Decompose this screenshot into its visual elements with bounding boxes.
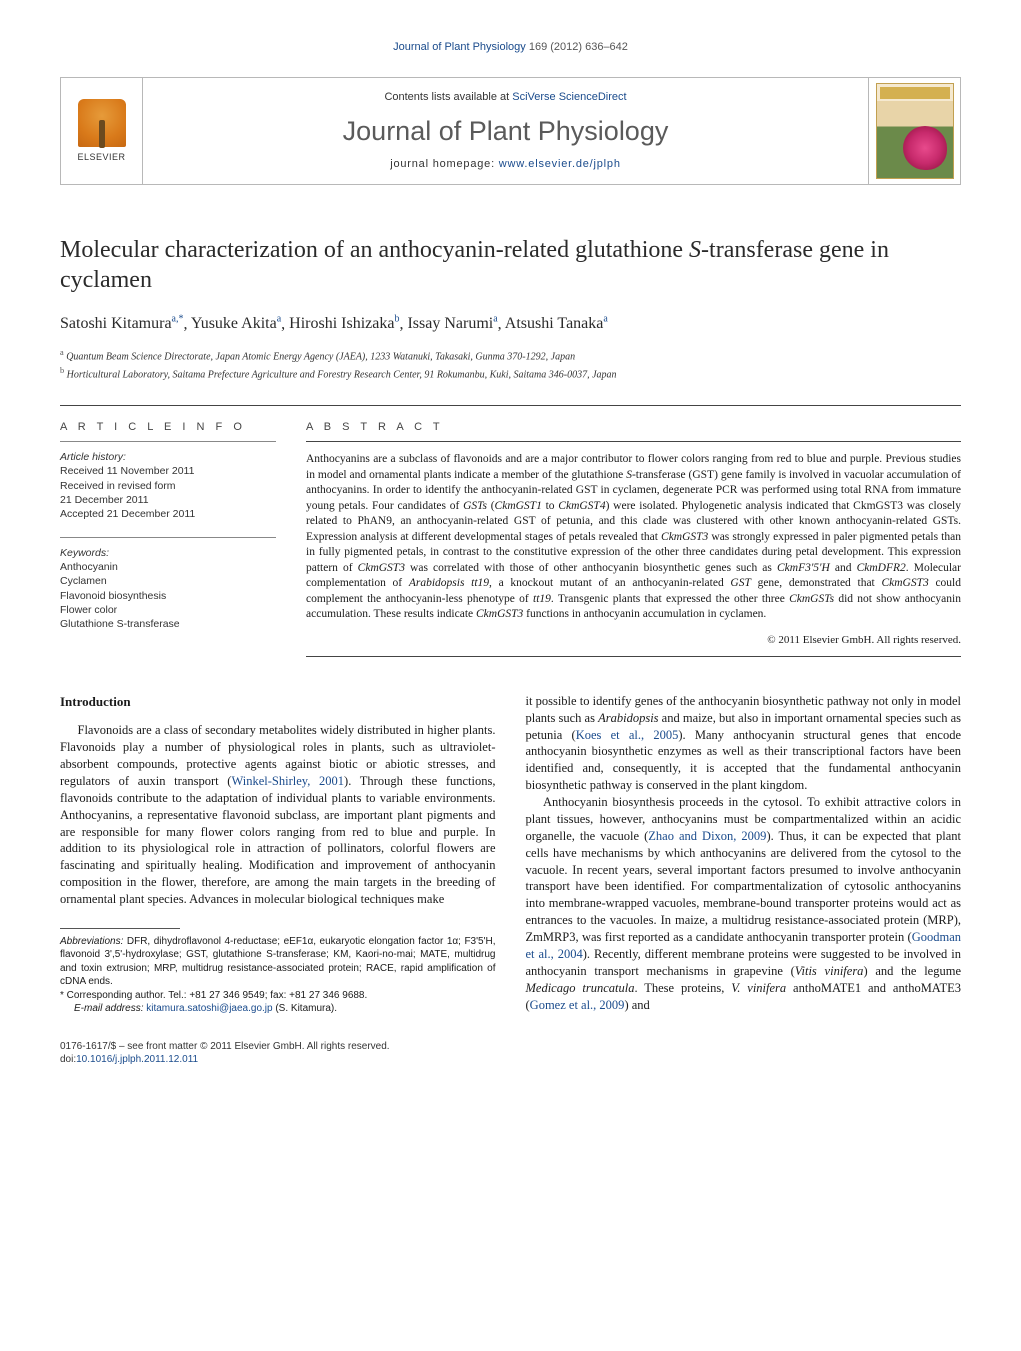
- corresponding-author-footnote: * Corresponding author. Tel.: +81 27 346…: [60, 989, 496, 1003]
- article-history-block: Article history: Received 11 November 20…: [60, 450, 276, 521]
- page-footer: 0176-1617/$ – see front matter © 2011 El…: [60, 1040, 961, 1067]
- sciencedirect-link[interactable]: SciVerse ScienceDirect: [512, 91, 626, 103]
- history-line: Received 11 November 2011: [60, 465, 194, 477]
- masthead-center: Contents lists available at SciVerse Sci…: [143, 78, 868, 184]
- email-footnote: E-mail address: kitamura.satoshi@jaea.go…: [60, 1002, 496, 1016]
- contents-available-line: Contents lists available at SciVerse Sci…: [384, 90, 626, 105]
- author: Yusuke Akitaa: [191, 315, 281, 332]
- abstract-copyright: © 2011 Elsevier GmbH. All rights reserve…: [306, 633, 961, 648]
- keywords-block: Keywords: Anthocyanin Cyclamen Flavonoid b…: [60, 546, 276, 631]
- info-rule: [60, 441, 276, 442]
- abbreviations-footnote: Abbreviations: DFR, dihydroflavonol 4-re…: [60, 935, 496, 989]
- running-head: Journal of Plant Physiology 169 (2012) 6…: [60, 40, 961, 55]
- keyword: Anthocyanin: [60, 561, 118, 573]
- abbrev-label: Abbreviations:: [60, 936, 123, 947]
- journal-cover-cell: [868, 78, 960, 184]
- info-abstract-row: A R T I C L E I N F O Article history: R…: [60, 406, 961, 656]
- cover-flower-icon: [903, 126, 947, 170]
- keyword: Flavonoid biosynthesis: [60, 590, 166, 602]
- affiliation-line: a Quantum Beam Science Directorate, Japa…: [60, 347, 961, 364]
- homepage-prefix: journal homepage:: [390, 158, 499, 170]
- journal-cover-thumb: [876, 83, 954, 179]
- journal-name: Journal of Plant Physiology: [343, 113, 669, 149]
- doi-label: doi:: [60, 1054, 76, 1065]
- footnotes: Abbreviations: DFR, dihydroflavonol 4-re…: [60, 935, 496, 1016]
- masthead: ELSEVIER Contents lists available at Sci…: [60, 77, 961, 185]
- keyword: Flower color: [60, 604, 117, 616]
- doi-line: doi:10.1016/j.jplph.2011.12.011: [60, 1053, 961, 1067]
- intro-paragraph-2: it possible to identify genes of the ant…: [526, 693, 962, 794]
- history-line: 21 December 2011: [60, 494, 149, 506]
- body-two-column: Introduction Flavonoids are a class of s…: [60, 693, 961, 1016]
- elsevier-tree-icon: [78, 99, 126, 147]
- author-affil-mark: a,*: [172, 314, 184, 325]
- article-title: Molecular characterization of an anthocy…: [60, 235, 961, 295]
- abstract-text: Anthocyanins are a subclass of flavonoid…: [306, 452, 961, 623]
- history-line: Received in revised form: [60, 480, 176, 492]
- author: Satoshi Kitamuraa,*: [60, 315, 184, 332]
- email-tail: (S. Kitamura).: [273, 1003, 337, 1014]
- section-heading-introduction: Introduction: [60, 693, 496, 711]
- author: Atsushi Tanakaa: [505, 315, 608, 332]
- corresponding-email-link[interactable]: kitamura.satoshi@jaea.go.jp: [146, 1003, 272, 1014]
- front-matter-line: 0176-1617/$ – see front matter © 2011 El…: [60, 1040, 961, 1054]
- info-rule-2: [60, 537, 276, 538]
- abstract-heading: A B S T R A C T: [306, 420, 961, 435]
- footnote-rule: [60, 928, 180, 929]
- abstract-rule-bottom: [306, 656, 961, 657]
- author-affil-mark: b: [394, 314, 399, 325]
- author-affil-mark: a: [493, 314, 497, 325]
- abstract-rule: [306, 441, 961, 442]
- affiliation-line: b Horticultural Laboratory, Saitama Pref…: [60, 365, 961, 382]
- contents-prefix: Contents lists available at: [384, 91, 512, 103]
- author: Issay Narumia: [407, 315, 497, 332]
- author-list: Satoshi Kitamuraa,*, Yusuke Akitaa, Hiro…: [60, 313, 961, 335]
- affiliations: a Quantum Beam Science Directorate, Japa…: [60, 347, 961, 382]
- email-label: E-mail address:: [74, 1003, 143, 1014]
- history-label: Article history:: [60, 450, 276, 464]
- publisher-logo-cell: ELSEVIER: [61, 78, 143, 184]
- running-head-citation: 169 (2012) 636–642: [529, 41, 628, 53]
- intro-paragraph-3: Anthocyanin biosynthesis proceeds in the…: [526, 794, 962, 1013]
- abstract-column: A B S T R A C T Anthocyanins are a subcl…: [306, 406, 961, 656]
- keyword: Cyclamen: [60, 575, 107, 587]
- homepage-link[interactable]: www.elsevier.de/jplph: [499, 158, 621, 170]
- keywords-label: Keywords:: [60, 546, 276, 560]
- abbrev-text: DFR, dihydroflavonol 4-reductase; eEF1α,…: [60, 936, 496, 988]
- homepage-line: journal homepage: www.elsevier.de/jplph: [390, 157, 621, 172]
- article-info-column: A R T I C L E I N F O Article history: R…: [60, 406, 276, 656]
- author: Hiroshi Ishizakab: [289, 315, 399, 332]
- doi-link[interactable]: 10.1016/j.jplph.2011.12.011: [76, 1054, 198, 1065]
- author-affil-mark: a: [603, 314, 607, 325]
- keyword: Glutathione S-transferase: [60, 618, 180, 630]
- article-info-heading: A R T I C L E I N F O: [60, 420, 276, 435]
- history-line: Accepted 21 December 2011: [60, 508, 195, 520]
- intro-paragraph-1: Flavonoids are a class of secondary meta…: [60, 722, 496, 908]
- publisher-name: ELSEVIER: [77, 151, 125, 163]
- author-affil-mark: a: [277, 314, 281, 325]
- running-head-journal[interactable]: Journal of Plant Physiology: [393, 41, 526, 53]
